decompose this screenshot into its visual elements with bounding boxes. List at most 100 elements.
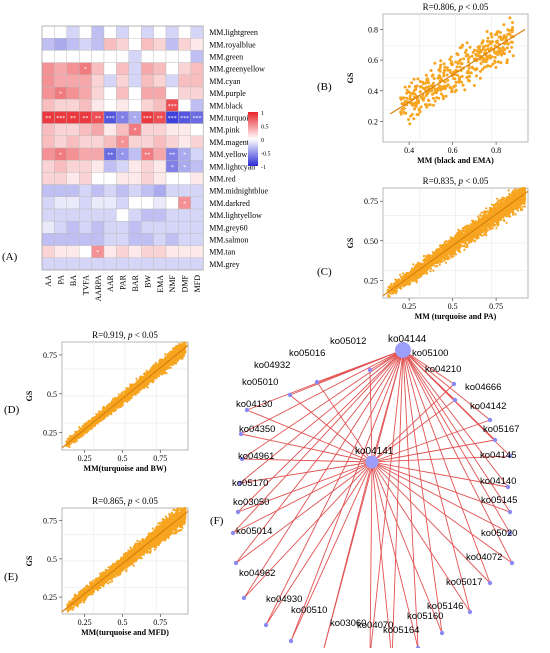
heatmap-cell bbox=[191, 172, 203, 184]
y-tick-label: 0.25 bbox=[43, 429, 57, 438]
heatmap-cell bbox=[54, 50, 66, 62]
heatmap-cell bbox=[42, 124, 54, 136]
network-edge bbox=[372, 462, 470, 612]
heatmap-cell bbox=[129, 160, 141, 172]
significance-mark: * bbox=[134, 116, 137, 122]
heatmap-cell bbox=[42, 258, 54, 270]
network-node-label: ko05016 bbox=[289, 348, 325, 359]
heatmap-cell bbox=[154, 221, 166, 233]
heatmap-cell bbox=[191, 87, 203, 99]
heatmap-cell bbox=[79, 136, 91, 148]
heatmap-cell bbox=[79, 209, 91, 221]
heatmap-legend: 10.50-0.5-1 bbox=[248, 111, 271, 171]
y-axis-label: GS bbox=[25, 390, 34, 401]
heatmap-cell bbox=[191, 124, 203, 136]
heatmap-cell bbox=[54, 246, 66, 258]
x-tick-label: 0.25 bbox=[78, 454, 92, 463]
heatmap-cell bbox=[166, 50, 178, 62]
heatmap-cell bbox=[154, 99, 166, 111]
heatmap-cell bbox=[129, 233, 141, 245]
heatmap-cell bbox=[116, 209, 128, 221]
heatmap-cell bbox=[116, 38, 128, 50]
x-axis-label: MM(turquoise and BW) bbox=[84, 464, 167, 473]
heatmap-cell bbox=[79, 148, 91, 160]
heatmap-cell bbox=[178, 26, 190, 38]
heatmap-cell bbox=[92, 185, 104, 197]
heatmap-cell bbox=[79, 124, 91, 136]
heatmap-cell bbox=[178, 209, 190, 221]
heatmap-cell bbox=[42, 148, 54, 160]
heatmap-cell bbox=[178, 99, 190, 111]
network-edge bbox=[403, 350, 470, 612]
y-axis-label: GS bbox=[346, 72, 355, 83]
heatmap-cell bbox=[141, 258, 153, 270]
heatmap-cell bbox=[154, 209, 166, 221]
network-node bbox=[453, 398, 457, 402]
heatmap-cell bbox=[42, 185, 54, 197]
heatmap-cell bbox=[129, 185, 141, 197]
heatmap-row-label: MM.greenyellow bbox=[209, 65, 265, 74]
heatmap-cell bbox=[104, 75, 116, 87]
heatmap-cell bbox=[141, 172, 153, 184]
heatmap-cell bbox=[178, 50, 190, 62]
heatmap-cell bbox=[116, 197, 128, 209]
significance-mark: ** bbox=[45, 116, 51, 122]
heatmap-cell bbox=[141, 136, 153, 148]
heatmap-cell bbox=[191, 258, 203, 270]
heatmap-cell bbox=[54, 124, 66, 136]
heatmap-row-label: MM.salmon bbox=[209, 236, 248, 245]
heatmap-row-label: MM.cyan bbox=[209, 77, 240, 86]
panel-label-e: (E) bbox=[4, 571, 18, 583]
heatmap-cell bbox=[116, 124, 128, 136]
heatmap-cell bbox=[166, 63, 178, 75]
heatmap-col-label: MFD bbox=[193, 275, 202, 293]
heatmap-cell bbox=[104, 160, 116, 172]
network-node bbox=[234, 561, 238, 565]
network-node-label: ko04962 bbox=[239, 568, 275, 579]
heatmap-cell bbox=[116, 185, 128, 197]
network-node bbox=[231, 531, 235, 535]
network-hub-label: ko04141 bbox=[355, 446, 394, 457]
heatmap-cell bbox=[67, 26, 79, 38]
heatmap-cell bbox=[92, 124, 104, 136]
heatmap-cell bbox=[104, 172, 116, 184]
heatmap-cell bbox=[104, 233, 116, 245]
x-tick-label: 0.25 bbox=[78, 618, 92, 627]
heatmap-cell bbox=[104, 209, 116, 221]
significance-mark: * bbox=[183, 201, 186, 207]
heatmap-cell bbox=[178, 172, 190, 184]
heatmap-cell bbox=[54, 221, 66, 233]
network-node-label: ko05012 bbox=[330, 336, 366, 347]
heatmap-cell bbox=[141, 75, 153, 87]
heatmap-row-label: MM.purple bbox=[209, 89, 246, 98]
significance-mark: * bbox=[183, 165, 186, 171]
heatmap-cell bbox=[191, 160, 203, 172]
legend-tick: 1 bbox=[261, 111, 264, 117]
heatmap-cell bbox=[67, 233, 79, 245]
heatmap-cell bbox=[79, 26, 91, 38]
heatmap-cell bbox=[104, 38, 116, 50]
heatmap-col-label: AA bbox=[44, 275, 53, 287]
heatmap-cell bbox=[166, 38, 178, 50]
heatmap-cell bbox=[191, 75, 203, 87]
significance-mark: *** bbox=[56, 116, 65, 122]
heatmap-cell bbox=[191, 209, 203, 221]
significance-mark: * bbox=[121, 140, 124, 146]
significance-mark: *** bbox=[106, 116, 115, 122]
heatmap-cell bbox=[104, 136, 116, 148]
network-node bbox=[468, 610, 472, 614]
heatmap-cell bbox=[104, 197, 116, 209]
network-node-label: ko05170 bbox=[232, 478, 268, 489]
heatmap-cell bbox=[92, 172, 104, 184]
heatmap-col-label: DMF bbox=[181, 274, 190, 292]
heatmap-cell bbox=[154, 124, 166, 136]
heatmap-cell bbox=[92, 209, 104, 221]
heatmap-cell bbox=[54, 197, 66, 209]
heatmap-cell bbox=[178, 124, 190, 136]
heatmap-cell bbox=[166, 87, 178, 99]
heatmap-cell bbox=[116, 63, 128, 75]
heatmap-cell bbox=[154, 75, 166, 87]
heatmap-cell bbox=[104, 185, 116, 197]
heatmap-cell bbox=[79, 233, 91, 245]
x-tick-label: 0.6 bbox=[448, 146, 458, 155]
